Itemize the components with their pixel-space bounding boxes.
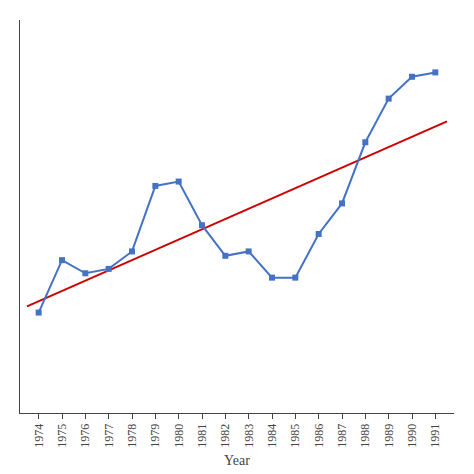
svg-text:1979: 1979 [148,424,162,448]
svg-text:1989: 1989 [382,424,396,448]
svg-text:1984: 1984 [265,424,279,448]
svg-text:1978: 1978 [125,424,139,448]
svg-text:1988: 1988 [358,424,372,448]
svg-text:1983: 1983 [242,424,256,448]
svg-text:1987: 1987 [335,424,349,448]
svg-text:1982: 1982 [218,424,232,448]
svg-text:Year: Year [224,453,250,468]
svg-text:1981: 1981 [195,424,209,448]
svg-text:1990: 1990 [405,424,419,448]
svg-text:1974: 1974 [32,424,46,448]
svg-text:1980: 1980 [172,424,186,448]
svg-text:1977: 1977 [102,424,116,448]
svg-text:1991: 1991 [428,424,442,448]
svg-text:1976: 1976 [78,424,92,448]
svg-text:1985: 1985 [288,424,302,448]
svg-text:1986: 1986 [312,424,326,448]
svg-text:1975: 1975 [55,424,69,448]
